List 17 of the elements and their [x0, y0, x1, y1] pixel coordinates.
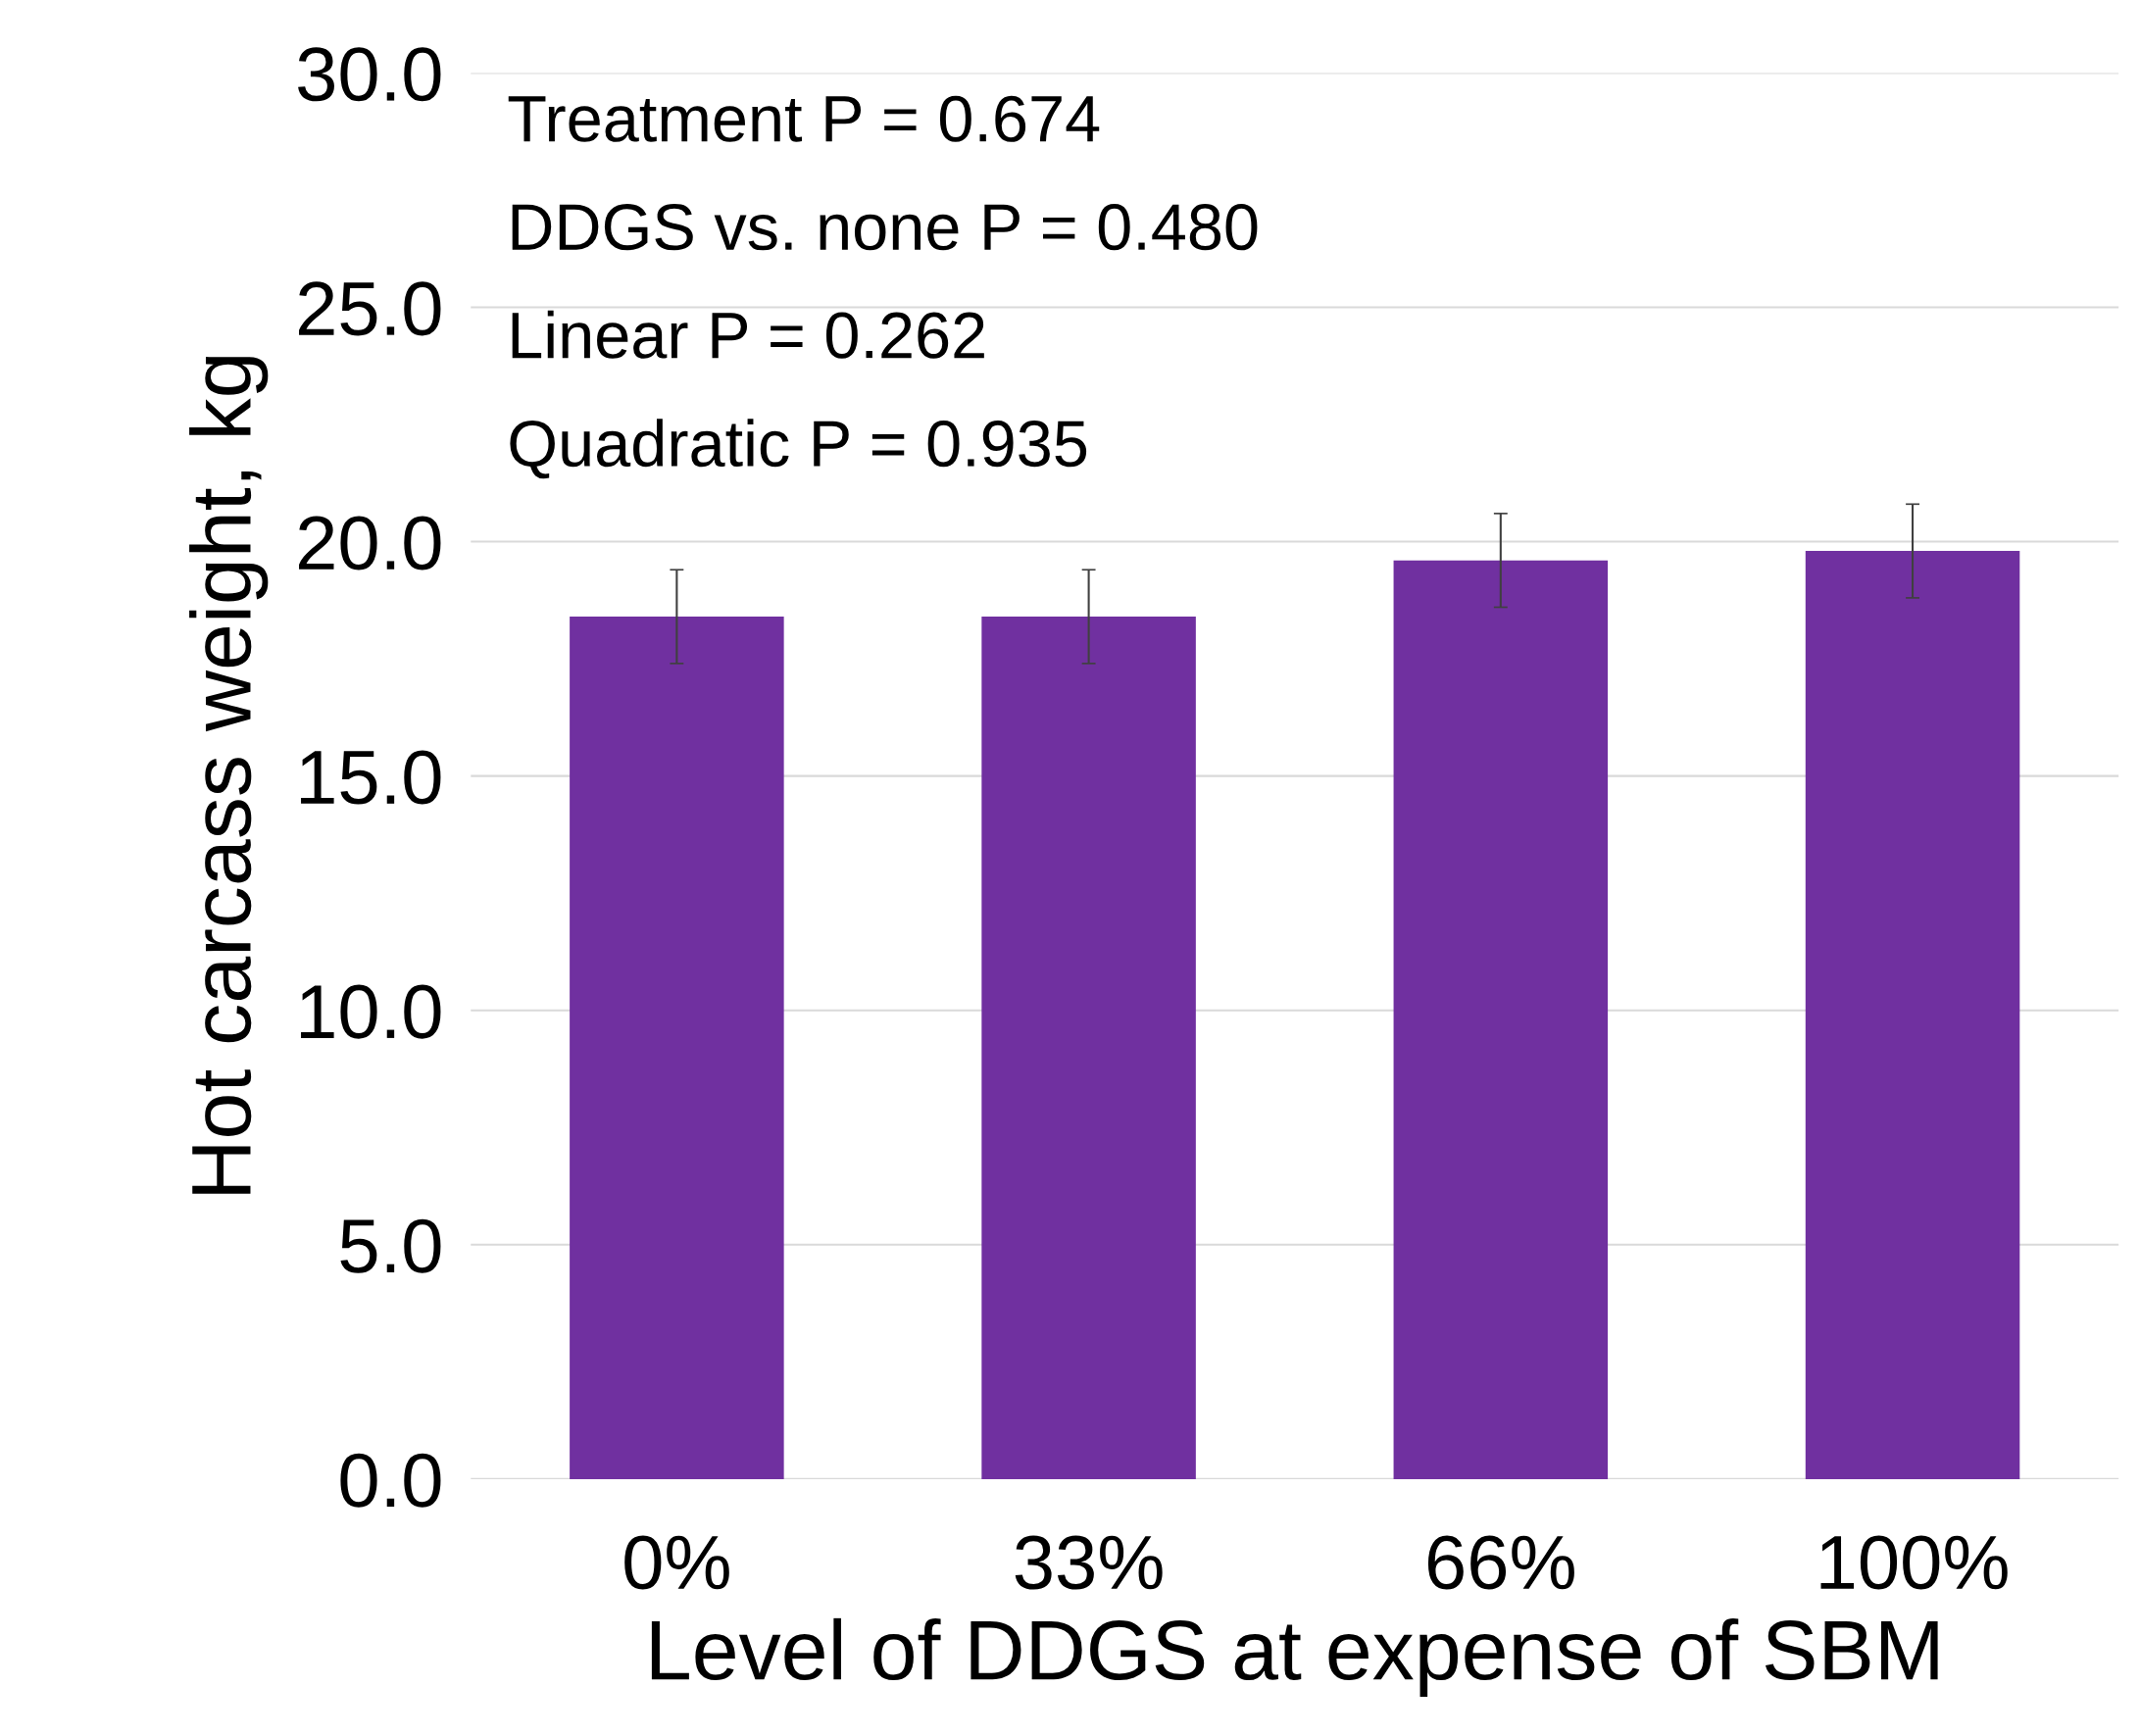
- y-tick-label: 25.0: [299, 281, 441, 336]
- x-axis-title: Level of DDGS at expense of SBM: [651, 1617, 1938, 1698]
- y-tick-label: 10.0: [301, 984, 441, 1039]
- y-tick-label: 30.0: [298, 47, 441, 102]
- y-tick-label: 20.0: [299, 516, 441, 570]
- annotation: Treatment P = 0.674: [508, 95, 1100, 142]
- y-tick-label: 5.0: [340, 1218, 441, 1273]
- x-tick-label: 66%: [1427, 1535, 1574, 1590]
- x-tick-label: 100%: [1820, 1535, 2008, 1590]
- y-tick-label: 15.0: [301, 750, 441, 805]
- y-axis-title: Hot carcass weight, kg: [189, 357, 269, 1194]
- y-tick-label: 0.0: [340, 1453, 441, 1508]
- x-tick-label: 33%: [1015, 1535, 1163, 1590]
- annotation: DDGS vs. none P = 0.480: [512, 204, 1258, 251]
- annotation: Quadratic P = 0.935: [510, 419, 1087, 479]
- x-tick-label: 0%: [624, 1535, 729, 1590]
- annotation: Linear P = 0.262: [512, 310, 984, 359]
